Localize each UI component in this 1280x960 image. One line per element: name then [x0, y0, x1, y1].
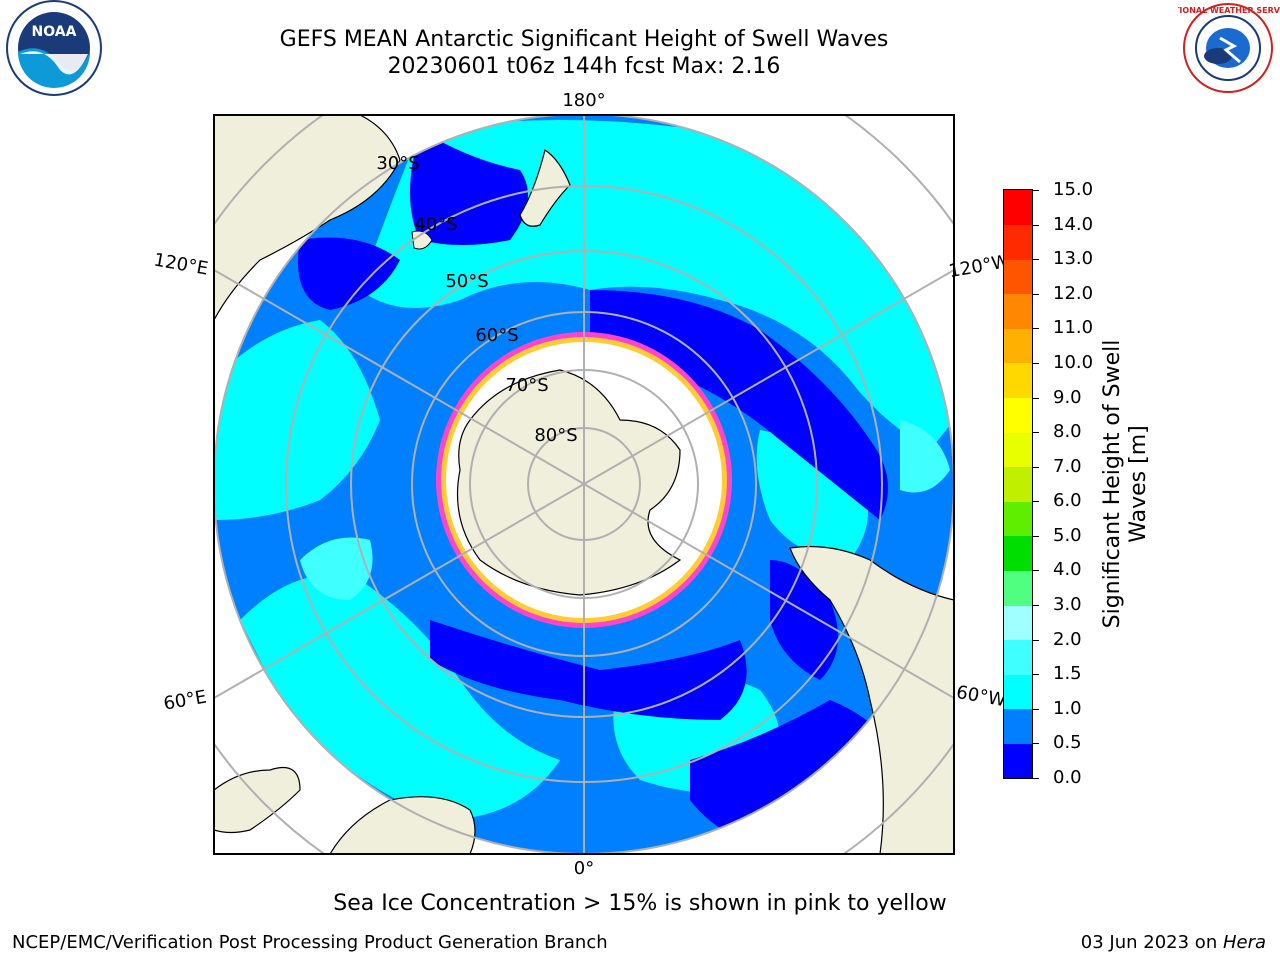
africa-landmass	[329, 796, 476, 854]
colorbar-tick	[1033, 224, 1039, 226]
antarctica-landmass	[456, 369, 682, 596]
colorbar-tick	[1033, 432, 1039, 434]
lon-label-0: 0°	[574, 858, 594, 879]
lat-label-60s: 60°S	[475, 325, 518, 346]
colorbar-tick	[1033, 501, 1039, 503]
colorbar-tick	[1033, 259, 1039, 261]
lat-label-70s: 70°S	[505, 375, 548, 396]
colorbar-tick-label: 13.0	[1053, 248, 1094, 270]
colorbar-tick-label: 8.0	[1053, 421, 1082, 443]
colorbar-segment	[1004, 639, 1032, 675]
lon-label-120e: 120°E	[152, 249, 210, 279]
colorbar-segment	[1004, 501, 1032, 537]
colorbar-segment	[1004, 466, 1032, 502]
lon-label-180: 180°	[562, 90, 605, 111]
colorbar-tick-label: 6.0	[1053, 490, 1082, 512]
colorbar-tick	[1033, 708, 1039, 710]
lat-label-30s: 30°S	[376, 153, 419, 174]
footer-date: 03 Jun 2023 on Hera	[1081, 932, 1266, 953]
colorbar-segment	[1004, 605, 1032, 641]
footer-host: Hera	[1222, 932, 1266, 953]
colorbar-tick-label: 7.0	[1053, 455, 1082, 477]
colorbar-segment	[1004, 432, 1032, 468]
colorbar-tick	[1033, 293, 1039, 295]
colorbar-tick-label: 0.5	[1053, 732, 1082, 754]
colorbar-tick	[1033, 190, 1039, 191]
colorbar-tick-label: 5.0	[1053, 524, 1082, 546]
colorbar-segment	[1004, 190, 1032, 226]
colorbar-segment	[1004, 708, 1032, 744]
lat-label-40s: 40°S	[414, 214, 457, 235]
nws-logo-icon: NATIONAL WEATHER SERVICE	[1178, 3, 1280, 93]
colorbar-tick	[1033, 570, 1039, 572]
lat-label-80s: 80°S	[534, 425, 577, 446]
south-america-landmass	[789, 545, 954, 854]
map-title: GEFS MEAN Antarctic Significant Height o…	[279, 27, 889, 52]
colorbar-tick	[1033, 605, 1039, 607]
colorbar-segment	[1004, 328, 1032, 364]
map-subtitle: 20230601 t06z 144h fcst Max: 2.16	[387, 54, 781, 79]
colorbar-tick	[1033, 674, 1039, 676]
noaa-logo-icon: NOAA	[6, 0, 102, 96]
lat-label-50s: 50°S	[445, 271, 488, 292]
colorbar-tick	[1033, 639, 1039, 641]
footer-credit: NCEP/EMC/Verification Post Processing Pr…	[12, 932, 608, 953]
lon-label-60e: 60°E	[162, 686, 208, 714]
colorbar-segment	[1004, 397, 1032, 433]
colorbar-segment	[1004, 259, 1032, 295]
colorbar-tick-label: 3.0	[1053, 594, 1082, 616]
colorbar-segment	[1004, 674, 1032, 710]
colorbar-tick-label: 14.0	[1053, 213, 1094, 235]
australia-landmass	[214, 115, 401, 321]
colorbar-tick	[1033, 328, 1039, 330]
lon-label-120w: 120°W	[947, 251, 1011, 282]
colorbar-segment	[1004, 743, 1032, 779]
colorbar-tick-label: 15.0	[1053, 179, 1094, 200]
map-frame	[213, 114, 955, 855]
nws-logo-text: NATIONAL WEATHER SERVICE	[1178, 6, 1280, 15]
colorbar-tick	[1033, 362, 1039, 364]
colorbar-segment	[1004, 293, 1032, 329]
colorbar-tick-label: 0.0	[1053, 767, 1082, 788]
footer-date-text: 03 Jun 2023 on	[1080, 932, 1223, 953]
colorbar-tick	[1033, 535, 1039, 537]
colorbar-tick-label: 12.0	[1053, 282, 1094, 304]
colorbar-tick-label: 4.0	[1053, 559, 1082, 581]
colorbar-tick-label: 11.0	[1053, 317, 1094, 339]
colorbar-segment	[1004, 362, 1032, 399]
colorbar	[1003, 189, 1033, 779]
colorbar-tick-label: 10.0	[1053, 351, 1094, 373]
colorbar-tick	[1033, 466, 1039, 468]
colorbar-tick-label: 9.0	[1053, 386, 1082, 408]
lon-label-60w: 60°W	[955, 682, 1008, 711]
colorbar-segment	[1004, 224, 1032, 260]
colorbar-label: Significant Height of Swell Waves [m]	[1100, 339, 1151, 629]
colorbar-segment	[1004, 570, 1032, 606]
longitude-gridlines	[214, 115, 954, 854]
colorbar-tick	[1033, 778, 1039, 779]
colorbar-tick	[1033, 743, 1039, 745]
colorbar-tick	[1033, 397, 1039, 399]
colorbar-tick-label: 2.0	[1053, 628, 1082, 650]
colorbar-tick-label: 1.5	[1053, 663, 1082, 685]
noaa-logo-text: NOAA	[32, 24, 77, 40]
colorbar-tick-label: 1.0	[1053, 697, 1082, 719]
colorbar-segment	[1004, 535, 1032, 571]
sea-ice-note: Sea Ice Concentration > 15% is shown in …	[333, 891, 947, 916]
